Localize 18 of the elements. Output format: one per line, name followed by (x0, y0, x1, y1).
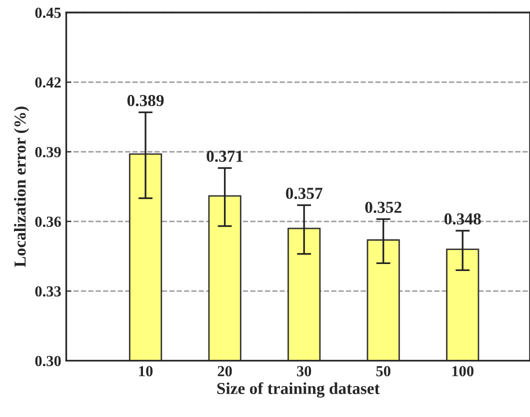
x-tick-label: 100 (452, 366, 474, 376)
y-axis-title: Localization error (%) (14, 106, 30, 268)
y-tick-label: 0.39 (35, 146, 61, 158)
y-tick-label: 0.30 (35, 356, 61, 366)
y-tick-label: 0.42 (35, 77, 61, 88)
x-axis-title: Size of training dataset (217, 382, 380, 398)
data-label: 0.371 (206, 150, 243, 162)
x-tick-label: 10 (139, 366, 153, 376)
y-tick-label: 0.33 (35, 286, 61, 297)
y-tick-label: 0.45 (35, 8, 61, 18)
data-label: 0.352 (365, 202, 402, 214)
x-tick-label: 50 (376, 366, 390, 376)
x-tick-label: 20 (218, 366, 232, 376)
data-label: 0.357 (286, 188, 322, 200)
y-tick-label: 0.36 (35, 216, 61, 227)
data-label: 0.348 (444, 213, 481, 225)
data-label: 0.389 (127, 94, 164, 106)
x-tick-label: 30 (297, 366, 312, 376)
